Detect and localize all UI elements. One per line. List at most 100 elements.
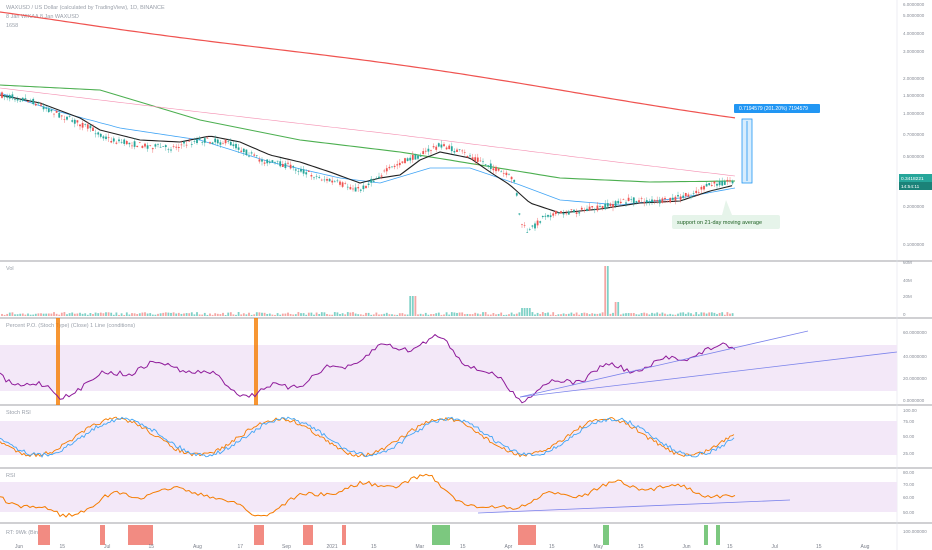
- candle-body: [586, 208, 588, 212]
- candle-body: [224, 139, 227, 144]
- volume-bar: [583, 312, 586, 316]
- candle-body: [544, 215, 547, 217]
- candle-body: [695, 190, 698, 193]
- candle-body: [172, 146, 175, 147]
- band-block: [128, 525, 153, 545]
- volume-bar: [32, 314, 35, 316]
- volume-bar: [71, 312, 74, 316]
- volume-bar: [8, 312, 11, 316]
- volume-bar: [266, 313, 269, 316]
- volume-bar: [424, 312, 427, 316]
- volume-bar: [419, 313, 422, 316]
- candle-body: [596, 205, 599, 211]
- candle-body: [1, 92, 3, 98]
- band-block: [254, 525, 264, 545]
- candle-body: [27, 101, 29, 102]
- candle-body: [541, 215, 544, 218]
- rsi-tick: 50.00: [903, 510, 915, 515]
- volume-bar: [471, 314, 474, 316]
- volume-bar: [68, 313, 71, 316]
- candle-body: [617, 200, 620, 204]
- ppo-highlight-bar: [254, 318, 258, 405]
- candle-body: [622, 199, 625, 201]
- volume-bar: [411, 296, 414, 316]
- volume-bar: [586, 313, 588, 316]
- time-tick: 15: [149, 544, 155, 550]
- time-tick: 15: [60, 544, 66, 550]
- candle-body: [593, 209, 596, 210]
- volume-bar: [73, 313, 76, 316]
- volume-bar: [89, 313, 92, 316]
- candle-body: [476, 157, 479, 162]
- candle-body: [378, 176, 380, 178]
- volume-bar: [731, 313, 734, 316]
- volume-bar: [185, 313, 188, 316]
- candle-body: [692, 193, 695, 195]
- candle-body: [211, 142, 214, 144]
- candle-body: [671, 197, 674, 200]
- volume-bar: [687, 312, 690, 316]
- volume-bar: [645, 313, 648, 316]
- volume-bar: [515, 313, 518, 316]
- volume-bar: [3, 314, 6, 316]
- candle-body: [50, 109, 53, 112]
- current-price-tag: [899, 174, 932, 182]
- candle-body: [687, 194, 690, 197]
- annotation-box[interactable]: [672, 215, 780, 229]
- volume-bar: [502, 314, 505, 316]
- volume-bar: [718, 312, 721, 316]
- candle-body: [136, 145, 139, 147]
- volume-bar: [323, 312, 326, 316]
- volume-bar: [229, 312, 232, 316]
- volume-bar: [214, 313, 217, 316]
- rsi-trendline[interactable]: [477, 499, 791, 514]
- ppo-trendline-upper[interactable]: [519, 330, 809, 398]
- candle-body: [414, 154, 417, 160]
- candle-body: [151, 148, 154, 150]
- symbol-title: WAXUSD / US Dollar (calculated by Tradin…: [6, 5, 165, 11]
- candle-body: [289, 164, 292, 169]
- volume-bar: [115, 312, 118, 316]
- candle-body: [253, 154, 256, 156]
- time-tick: 15: [549, 544, 555, 550]
- volume-bar: [60, 312, 63, 316]
- candle-body: [115, 142, 118, 144]
- volume-bar: [627, 313, 630, 316]
- volume-bar: [180, 313, 183, 316]
- ma-50-line-path: [0, 92, 736, 206]
- candle-body: [661, 198, 664, 203]
- volume-bar: [190, 312, 193, 316]
- ppo-band: [0, 345, 897, 391]
- candle-body: [310, 175, 313, 177]
- volume-bar: [383, 313, 386, 316]
- candle-body: [341, 182, 344, 187]
- volume-bar: [588, 314, 591, 316]
- volume-bar: [453, 312, 456, 316]
- candle-body: [146, 145, 149, 149]
- candle-body: [458, 149, 461, 150]
- candle-body: [294, 169, 297, 171]
- candle-body: [120, 141, 123, 143]
- volume-bar: [710, 312, 713, 316]
- volume-bar: [697, 314, 700, 316]
- candle-body: [40, 104, 42, 106]
- rsi-tick: 60.00: [903, 495, 915, 500]
- candle-body: [131, 145, 133, 147]
- volume-bar: [42, 313, 45, 316]
- volume-bar: [536, 312, 539, 316]
- candle-body: [424, 150, 427, 152]
- candle-body: [604, 203, 607, 210]
- ppo-trendline-lower[interactable]: [519, 351, 898, 398]
- candle-body: [336, 180, 339, 182]
- candle-body: [411, 154, 414, 160]
- current-price-text: 0.3418221: [901, 176, 924, 182]
- candle-body: [58, 112, 61, 118]
- volume-bar: [482, 312, 484, 316]
- candle-body: [37, 102, 40, 104]
- volume-bar: [552, 312, 555, 316]
- candle-body: [383, 170, 386, 172]
- volume-bar: [279, 314, 282, 316]
- volume-bar: [476, 313, 479, 316]
- volume-bar: [336, 312, 339, 316]
